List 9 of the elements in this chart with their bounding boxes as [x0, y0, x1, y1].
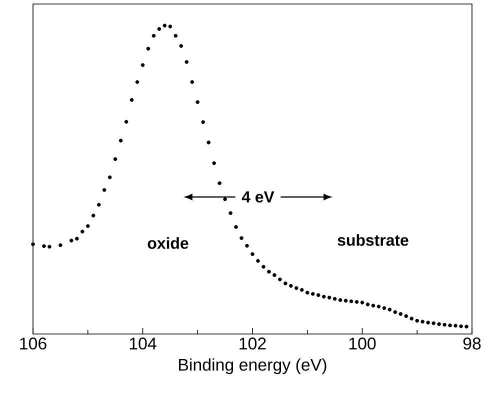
x-tick-label: 106 — [20, 338, 46, 350]
x-tick-label: 102 — [240, 338, 266, 350]
annotation: substrate — [338, 234, 408, 246]
x-axis-title: Binding energy (eV) — [179, 358, 326, 374]
annotation: 4 eV — [242, 191, 274, 203]
annotation: oxide — [148, 237, 188, 249]
x-tick-label: 98 — [463, 338, 481, 350]
x-tick-label: 104 — [130, 338, 156, 350]
x-tick-label: 100 — [349, 338, 376, 350]
